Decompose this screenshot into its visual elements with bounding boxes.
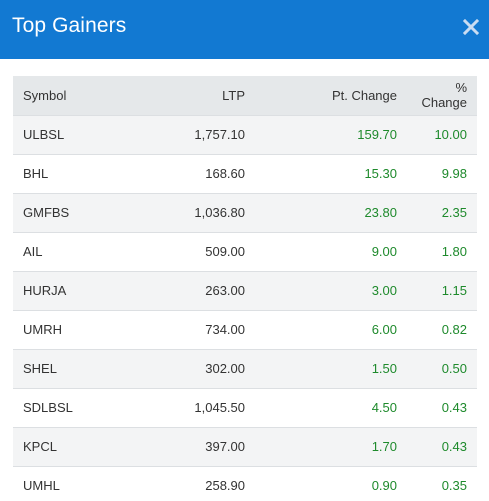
cell-symbol[interactable]: KPCL — [23, 439, 57, 454]
table-row[interactable]: BHL 168.60 15.30 9.98 — [13, 154, 477, 193]
cell-pct-change: 9.98 — [441, 166, 467, 181]
cell-ltp: 1,045.50 — [194, 400, 245, 415]
cell-symbol[interactable]: AIL — [23, 244, 43, 259]
close-button[interactable] — [463, 19, 479, 35]
gainers-table-container: Symbol LTP Pt. Change % Change ULBSL 1,7… — [13, 76, 477, 501]
cell-ltp: 263.00 — [205, 283, 245, 298]
cell-ltp: 258.90 — [205, 478, 245, 494]
cell-symbol[interactable]: ULBSL — [23, 127, 65, 142]
table-row[interactable]: SDLBSL 1,045.50 4.50 0.43 — [13, 388, 477, 427]
cell-ltp: 1,036.80 — [194, 205, 245, 220]
cell-symbol[interactable]: GMFBS — [23, 205, 70, 220]
cell-symbol[interactable]: HURJA — [23, 283, 67, 298]
table-row[interactable]: UMRH 734.00 6.00 0.82 — [13, 310, 477, 349]
table-row[interactable]: ULBSL 1,757.10 159.70 10.00 — [13, 115, 477, 154]
cell-pct-change: 0.35 — [441, 478, 467, 494]
table-row[interactable]: KPCL 397.00 1.70 0.43 — [13, 427, 477, 466]
modal-header: Top Gainers — [0, 0, 489, 59]
cell-pt-change: 23.80 — [364, 205, 397, 220]
cell-symbol[interactable]: UMRH — [23, 322, 62, 337]
cell-symbol[interactable]: BHL — [23, 166, 49, 181]
column-header-pct-change[interactable]: % Change — [421, 80, 467, 111]
close-icon — [463, 19, 479, 35]
cell-pct-change: 2.35 — [441, 205, 467, 220]
cell-pt-change: 4.50 — [371, 400, 397, 415]
cell-pct-change: 10.00 — [434, 127, 467, 142]
cell-ltp: 168.60 — [205, 166, 245, 181]
cell-pct-change: 0.43 — [441, 400, 467, 415]
table-row[interactable]: SHEL 302.00 1.50 0.50 — [13, 349, 477, 388]
column-header-ltp[interactable]: LTP — [222, 87, 245, 103]
gainers-table: Symbol LTP Pt. Change % Change ULBSL 1,7… — [13, 76, 477, 501]
cell-pct-change: 0.43 — [441, 439, 467, 454]
cell-ltp: 397.00 — [205, 439, 245, 454]
cell-pt-change: 1.50 — [371, 361, 397, 376]
cell-pt-change: 1.70 — [371, 439, 397, 454]
table-row[interactable]: HURJA 263.00 3.00 1.15 — [13, 271, 477, 310]
cell-symbol[interactable]: SDLBSL — [23, 400, 73, 415]
cell-pt-change: 15.30 — [364, 166, 397, 181]
cell-pt-change: 6.00 — [371, 322, 397, 337]
cell-ltp: 509.00 — [205, 244, 245, 259]
cell-pt-change: 0.90 — [371, 478, 397, 494]
cell-ltp: 734.00 — [205, 322, 245, 337]
modal-title: Top Gainers — [12, 14, 127, 37]
cell-pct-change: 0.50 — [441, 361, 467, 376]
cell-pct-change: 0.82 — [441, 322, 467, 337]
table-row[interactable]: AIL 509.00 9.00 1.80 — [13, 232, 477, 271]
cell-pt-change: 3.00 — [371, 283, 397, 298]
cell-symbol[interactable]: SHEL — [23, 361, 57, 376]
table-header-row: Symbol LTP Pt. Change % Change — [13, 76, 477, 115]
column-header-symbol[interactable]: Symbol — [23, 87, 67, 103]
cell-ltp: 1,757.10 — [194, 127, 245, 142]
cell-ltp: 302.00 — [205, 361, 245, 376]
table-row[interactable]: UMHL 258.90 0.90 0.35 — [13, 466, 477, 501]
cell-pct-change: 1.80 — [441, 244, 467, 259]
column-header-pt-change[interactable]: Pt. Change — [331, 87, 397, 103]
cell-pt-change: 159.70 — [357, 127, 397, 142]
cell-pt-change: 9.00 — [371, 244, 397, 259]
cell-symbol[interactable]: UMHL — [23, 478, 60, 494]
cell-pct-change: 1.15 — [441, 283, 467, 298]
table-row[interactable]: GMFBS 1,036.80 23.80 2.35 — [13, 193, 477, 232]
